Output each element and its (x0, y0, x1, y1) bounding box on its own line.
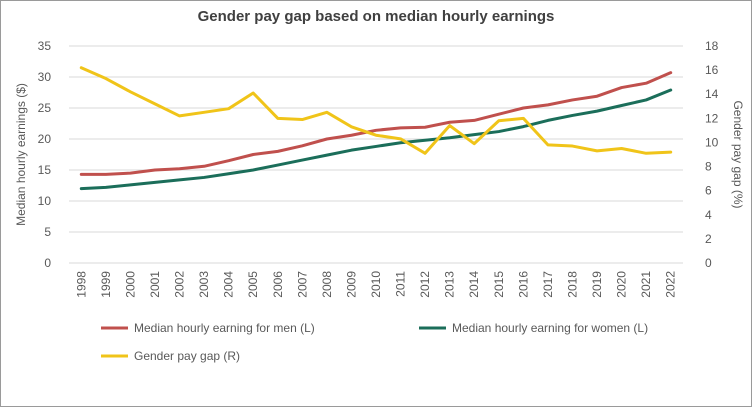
x-tick-label: 2017 (541, 271, 555, 298)
x-tick-label: 1998 (74, 271, 88, 298)
right-axis-title: Gender pay gap (%) (731, 100, 745, 208)
left-axis-ticks: 0 5 10 15 20 25 30 35 (38, 39, 52, 270)
x-axis-ticks: 1998 1999 2000 2001 2002 2003 2004 2005 2006 2007… (74, 271, 677, 298)
left-tick-label: 20 (38, 132, 52, 146)
right-axis-ticks: 0 2 4 6 8 10 12 14 16 18 (705, 39, 719, 270)
series-line-0 (79, 71, 673, 176)
left-tick-label: 15 (38, 163, 52, 177)
right-tick-label: 12 (705, 111, 719, 125)
x-tick-label: 2009 (344, 271, 358, 298)
gridlines (69, 45, 683, 264)
x-tick-label: 2005 (246, 271, 260, 298)
left-tick-label: 5 (44, 225, 51, 239)
x-tick-label: 2015 (492, 271, 506, 298)
x-tick-label: 2013 (443, 271, 457, 298)
right-tick-label: 2 (705, 232, 712, 246)
left-tick-label: 0 (44, 256, 51, 270)
left-axis-title: Median hourly earnings ($) (14, 83, 28, 226)
x-tick-label: 2003 (197, 271, 211, 298)
series-lines (79, 66, 673, 191)
right-tick-label: 10 (705, 135, 719, 149)
x-tick-label: 2010 (369, 271, 383, 298)
right-tick-label: 8 (705, 160, 712, 174)
x-tick-label: 2006 (271, 271, 285, 298)
x-tick-label: 2007 (295, 271, 309, 298)
left-tick-label: 30 (38, 70, 52, 84)
chart-title: Gender pay gap based on median hourly ea… (198, 8, 555, 25)
x-tick-label: 2004 (222, 271, 236, 298)
x-tick-label: 2018 (565, 271, 579, 298)
right-tick-label: 18 (705, 39, 719, 53)
left-tick-label: 25 (38, 101, 52, 115)
x-tick-label: 2001 (148, 271, 162, 298)
right-tick-label: 0 (705, 256, 712, 270)
x-tick-label: 2014 (467, 271, 481, 298)
x-tick-label: 1999 (99, 271, 113, 298)
x-tick-label: 2012 (418, 271, 432, 298)
legend-label: Gender pay gap (R) (134, 349, 240, 363)
legend: Median hourly earning for men (L) Median … (101, 321, 648, 363)
x-tick-label: 2016 (516, 271, 530, 298)
legend-item: Median hourly earning for women (L) (419, 321, 648, 335)
x-tick-label: 2008 (320, 271, 334, 298)
legend-label: Median hourly earning for women (L) (452, 321, 648, 335)
legend-item: Gender pay gap (R) (101, 349, 240, 363)
right-tick-label: 6 (705, 184, 712, 198)
legend-label: Median hourly earning for men (L) (134, 321, 315, 335)
legend-item: Median hourly earning for men (L) (101, 321, 315, 335)
x-tick-label: 2011 (394, 271, 408, 297)
right-tick-label: 14 (705, 87, 719, 101)
right-tick-label: 4 (705, 208, 712, 222)
left-tick-label: 35 (38, 39, 52, 53)
x-tick-label: 2022 (664, 271, 678, 298)
x-tick-label: 2002 (173, 271, 187, 298)
x-tick-label: 2019 (590, 271, 604, 298)
x-tick-label: 2021 (639, 271, 653, 298)
series-line-2 (79, 66, 673, 155)
right-tick-label: 16 (705, 63, 719, 77)
left-tick-label: 10 (38, 194, 52, 208)
x-tick-label: 2020 (615, 271, 629, 298)
x-tick-label: 2000 (123, 271, 137, 298)
